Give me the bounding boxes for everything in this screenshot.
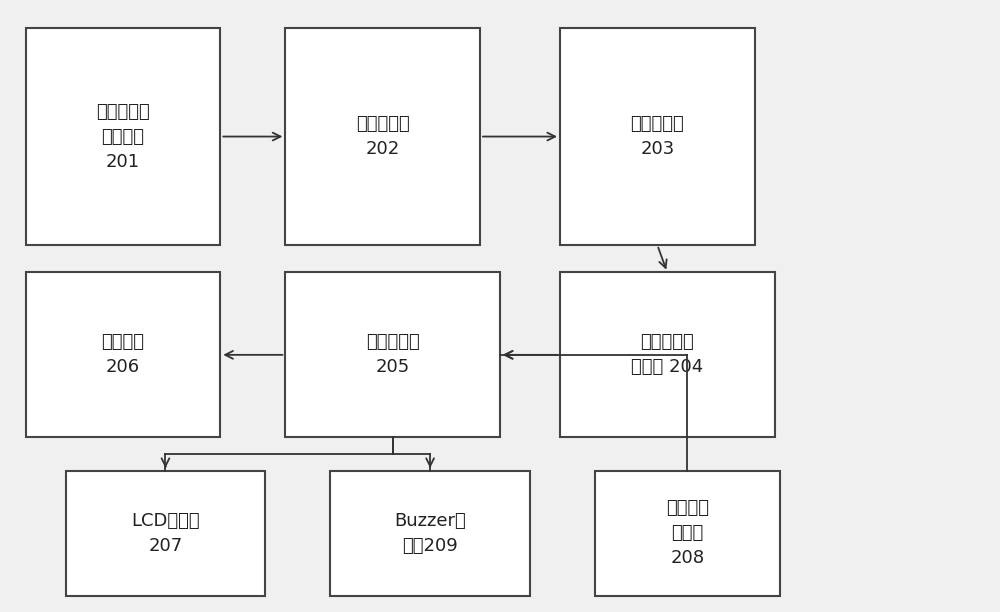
Text: 微型控制器
205: 微型控制器 205 <box>366 334 420 376</box>
Bar <box>285 272 500 438</box>
Bar <box>330 471 530 596</box>
Bar <box>26 272 220 438</box>
Text: LCD显示屏
207: LCD显示屏 207 <box>131 512 200 555</box>
Text: Buzzer蜂
鸣器209: Buzzer蜂 鸣器209 <box>394 512 466 555</box>
Bar <box>560 28 755 245</box>
Text: 中空多环阵
列传感器
201: 中空多环阵 列传感器 201 <box>96 103 150 171</box>
Text: 可编程增益
放大器 204: 可编程增益 放大器 204 <box>631 334 703 376</box>
Bar <box>560 272 775 438</box>
Text: 信号放大器
202: 信号放大器 202 <box>356 115 410 158</box>
Bar <box>66 471 265 596</box>
Text: 隔直与滤波
203: 隔直与滤波 203 <box>630 115 684 158</box>
Bar <box>26 28 220 245</box>
Bar <box>285 28 480 245</box>
Text: 红外模块
206: 红外模块 206 <box>102 334 145 376</box>
Bar <box>595 471 780 596</box>
Text: 辅助传感
器模块
208: 辅助传感 器模块 208 <box>666 499 709 567</box>
